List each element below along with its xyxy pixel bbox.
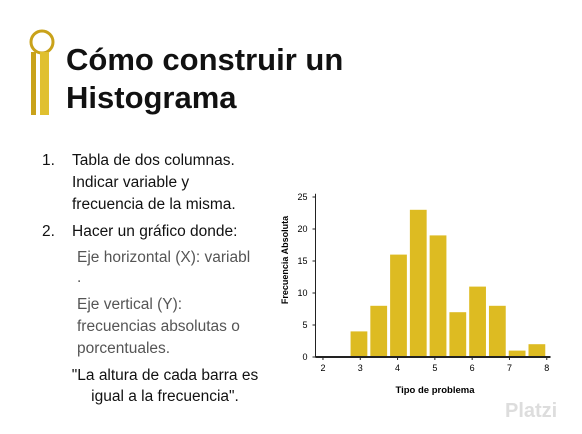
bar: [449, 312, 467, 357]
sub-text: Eje vertical (Y):: [77, 296, 183, 313]
sub-text: frecuencias absolutas o: [77, 318, 240, 335]
list-text: Indicar variable y: [72, 174, 190, 191]
list-text: Tabla de dos columnas.: [72, 152, 235, 169]
x-tick-label: 5: [432, 363, 437, 373]
x-tick-label: 7: [507, 363, 512, 373]
bar: [409, 209, 427, 357]
x-tick-label: 8: [544, 363, 549, 373]
x-tick-label: 2: [320, 363, 325, 373]
y-tick-label: 5: [302, 320, 307, 330]
bar: [350, 331, 368, 357]
sub-text: .: [77, 269, 82, 286]
bar: [508, 350, 526, 357]
list-text: Hacer un gráfico donde:: [72, 223, 238, 240]
bar: [429, 235, 447, 357]
y-axis-label: Frecuencia Absoluta: [280, 215, 290, 304]
quote: "La altura de cada barra es: [71, 367, 259, 384]
x-tick-label: 4: [395, 363, 400, 373]
bar: [469, 286, 486, 357]
sub-text: Eje horizontal (X): variabl: [77, 249, 251, 266]
sub-text: porcentuales.: [77, 340, 171, 357]
bar: [370, 305, 388, 357]
x-tick-label: 6: [470, 363, 475, 373]
bar: [390, 254, 407, 357]
y-tick-label: 20: [297, 224, 307, 234]
title: Cómo construir un: [66, 42, 344, 77]
x-axis-label: Tipo de problema: [395, 385, 475, 396]
bar: [488, 305, 506, 357]
x-tick-label: 3: [358, 363, 363, 373]
quote: igual a la frecuencia".: [91, 388, 239, 405]
y-tick-label: 10: [297, 288, 307, 298]
bar: [528, 344, 546, 357]
title: Histograma: [66, 80, 237, 115]
y-tick-label: 15: [297, 256, 307, 266]
list-text: frecuencia de la misma.: [72, 196, 236, 213]
list-marker: 1.: [42, 152, 55, 169]
y-tick-label: 25: [297, 192, 307, 202]
y-tick-label: 0: [302, 352, 307, 362]
watermark: Platzi: [505, 400, 558, 422]
list-marker: 2.: [42, 223, 55, 240]
